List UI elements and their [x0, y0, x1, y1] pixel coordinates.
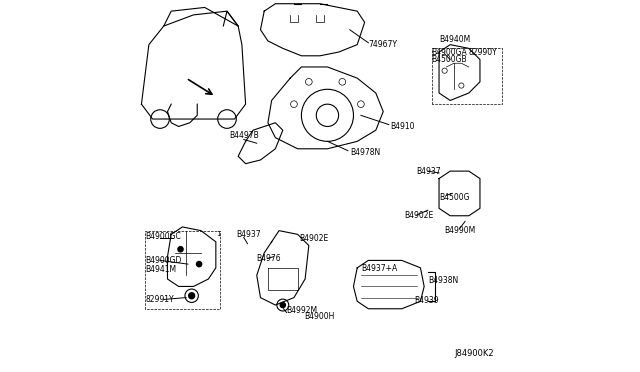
Text: B4902E: B4902E	[404, 211, 433, 220]
Circle shape	[196, 262, 202, 267]
Text: 82990Y: 82990Y	[468, 48, 497, 57]
Text: B4900GA: B4900GA	[431, 48, 467, 57]
Text: 74967Y: 74967Y	[369, 40, 397, 49]
Text: B4940M: B4940M	[439, 35, 470, 44]
Text: B4902E: B4902E	[300, 234, 329, 243]
Text: B4938N: B4938N	[428, 276, 458, 285]
Text: B4941M: B4941M	[145, 265, 176, 274]
Text: B4937+A: B4937+A	[361, 264, 397, 273]
Text: B4900H: B4900H	[305, 312, 335, 321]
Text: B4910: B4910	[390, 122, 415, 131]
Text: B4978N: B4978N	[349, 148, 380, 157]
Text: B4900GD: B4900GD	[145, 256, 182, 265]
Text: B4500GB: B4500GB	[431, 55, 467, 64]
Text: 1: 1	[216, 231, 220, 237]
Text: B4937: B4937	[416, 167, 440, 176]
Text: 82991Y: 82991Y	[145, 295, 174, 304]
Text: B4990M: B4990M	[445, 226, 476, 235]
Text: B4939: B4939	[414, 296, 439, 305]
Text: B4937: B4937	[236, 230, 261, 239]
Circle shape	[178, 247, 183, 252]
Circle shape	[280, 302, 285, 308]
Text: B4992M: B4992M	[286, 306, 317, 315]
Circle shape	[189, 293, 195, 299]
Text: B4497B: B4497B	[229, 131, 259, 140]
Text: J84900K2: J84900K2	[454, 349, 494, 358]
Text: B4976: B4976	[256, 254, 281, 263]
Text: B4900GC: B4900GC	[145, 232, 181, 241]
Text: B4500G: B4500G	[439, 193, 470, 202]
